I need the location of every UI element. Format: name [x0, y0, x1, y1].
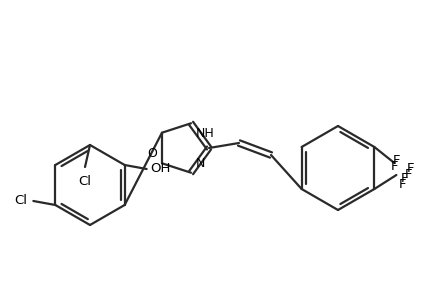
Text: F: F: [390, 160, 398, 173]
Text: OH: OH: [151, 163, 171, 175]
Text: F: F: [392, 154, 400, 167]
Text: Cl: Cl: [79, 175, 92, 188]
Text: F: F: [401, 172, 408, 185]
Text: F: F: [406, 163, 414, 175]
Text: O: O: [147, 147, 157, 160]
Text: F: F: [398, 178, 406, 191]
Text: F: F: [404, 169, 412, 182]
Text: NH: NH: [196, 127, 215, 140]
Text: Cl: Cl: [14, 194, 27, 207]
Text: N: N: [196, 157, 205, 170]
